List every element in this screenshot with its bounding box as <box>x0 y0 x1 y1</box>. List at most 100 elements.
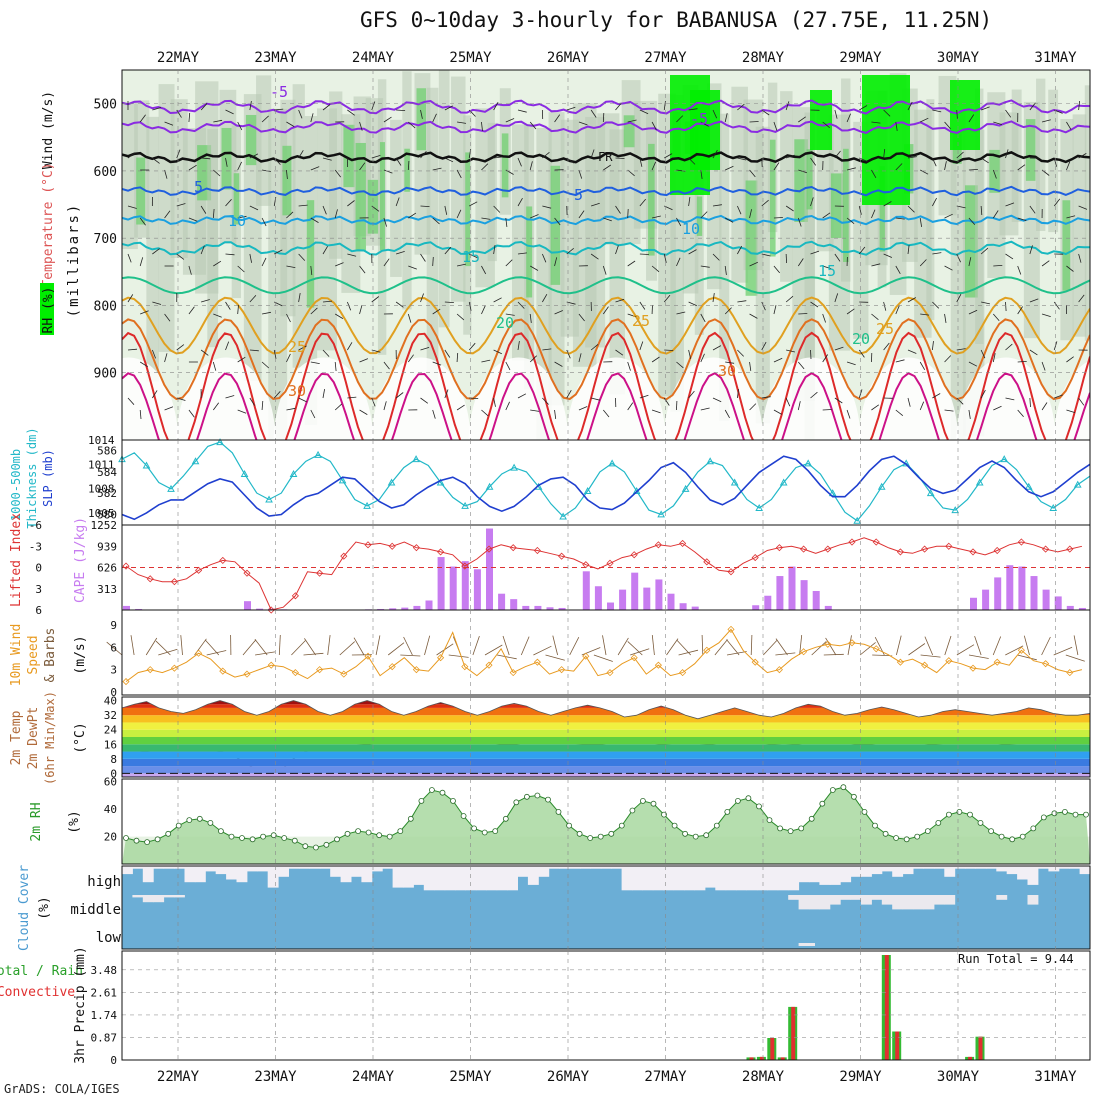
wind10m-barb <box>533 646 551 655</box>
rh2m-marker <box>313 845 318 850</box>
cloud-gap <box>684 866 695 890</box>
temp2m-tick: 16 <box>104 738 117 751</box>
rh2m-marker <box>883 831 888 836</box>
wind10m-barb <box>404 637 413 655</box>
cape-bar <box>474 569 481 610</box>
cloud-middle-bar <box>809 895 820 909</box>
temp2m-tick: 8 <box>110 753 117 766</box>
rh-band <box>780 91 792 282</box>
rh-band <box>926 99 934 320</box>
rh2m-marker <box>398 829 403 834</box>
temp2m-tick: 40 <box>104 695 117 708</box>
panel-frame <box>122 440 1090 525</box>
wind10m-barb <box>400 655 420 656</box>
temp-band <box>122 766 1090 773</box>
rh2m-marker <box>187 818 192 823</box>
cloud-middle-bar <box>819 895 830 909</box>
contour-label: 25 <box>876 320 894 338</box>
wind10m-barb <box>945 636 951 655</box>
cape-bar <box>1006 565 1013 610</box>
wind10m-barb <box>243 640 256 655</box>
cape-bar <box>583 571 590 610</box>
wind10m-barb <box>279 635 280 655</box>
rh-band-green <box>417 88 427 150</box>
cloud-gap <box>195 866 206 882</box>
cloud-gap <box>1028 866 1039 885</box>
wind10m-barb <box>304 653 324 655</box>
temp2m-label-2: 2m DewPt <box>26 707 41 770</box>
wind10m-barb <box>1066 655 1085 661</box>
contour-label: 15 <box>818 262 836 280</box>
precip-convective-bar <box>885 955 889 1060</box>
wind10m-barb <box>388 643 404 655</box>
date-label-top: 29MAY <box>839 50 882 66</box>
wind10m-barb <box>775 653 795 655</box>
cloud-gap <box>497 866 508 890</box>
cape-bar <box>776 576 783 610</box>
ua-temperature-label: Temperature (°C) <box>41 162 56 287</box>
rh2m-marker <box>968 812 973 817</box>
rh-band-green <box>843 149 849 262</box>
rh-band-green <box>770 140 776 257</box>
date-label-bottom: 27MAY <box>644 1069 687 1085</box>
rh2m-marker <box>957 809 962 814</box>
wind10m-label-3: & Barbs <box>43 628 58 683</box>
rh2m-marker <box>419 798 424 803</box>
contour-label: 15 <box>462 248 480 266</box>
wind-barb <box>628 209 629 218</box>
date-label-top: 30MAY <box>937 50 980 66</box>
precip-convective-bar <box>895 1032 899 1061</box>
rh2m-marker <box>788 829 793 834</box>
temp2m-label-1: 2m Temp <box>9 710 24 765</box>
cape-bar <box>655 579 662 610</box>
wind10m-barb <box>205 640 218 655</box>
rh2m-marker <box>556 809 561 814</box>
cloud-gap <box>778 866 789 890</box>
panel-frame <box>122 951 1090 1060</box>
wind10m-barb <box>652 635 654 655</box>
wind-barb <box>750 122 759 123</box>
wind10m-barb <box>824 654 844 655</box>
rh2m-marker <box>1052 811 1057 816</box>
cloud-low-bar <box>799 943 815 946</box>
rh2m-marker <box>619 823 624 828</box>
rh2m-marker <box>735 798 740 803</box>
rh-band <box>390 120 402 277</box>
rh2m-marker <box>978 820 983 825</box>
rh2m-marker <box>546 797 551 802</box>
wind10m-label-2: Speed <box>26 635 41 674</box>
wind10m-barb <box>751 635 752 655</box>
contour-label: FR <box>598 150 613 164</box>
cape-bar <box>994 577 1001 610</box>
ua-rh-label: RH (%) <box>41 287 56 334</box>
wind10m-barb <box>146 638 157 655</box>
wind10m-barb <box>776 639 788 655</box>
rh2m-marker <box>999 834 1004 839</box>
wind10m-barb <box>1054 647 1072 655</box>
cape-bar <box>619 590 626 610</box>
rh-band <box>329 91 342 258</box>
cloud-middle-bar <box>164 895 175 897</box>
cape-bar <box>413 606 420 610</box>
rh2m-marker <box>704 833 709 838</box>
cloud-gap <box>393 866 404 888</box>
rh2m-marker <box>451 798 456 803</box>
wind10m-barb <box>473 636 480 655</box>
contour-label: 10 <box>682 220 700 238</box>
cloud-gap <box>403 866 414 888</box>
cloud-gap <box>518 866 529 877</box>
rh2m-marker <box>746 796 751 801</box>
chart-title: GFS 0~10day 3-hourly for BABANUSA (27.75… <box>360 8 1095 32</box>
li-tick: -3 <box>29 540 42 553</box>
cloud-middle-bar <box>934 895 945 905</box>
date-label-top: 28MAY <box>742 50 785 66</box>
cloud-gap <box>507 866 518 890</box>
rh2m-area <box>122 787 1090 864</box>
rh-band-green <box>648 144 655 256</box>
panel-frame <box>122 610 1090 695</box>
date-label-bottom: 29MAY <box>839 1069 882 1085</box>
rh2m-marker <box>1073 812 1078 817</box>
cloud-middle-bar <box>871 895 882 900</box>
rh2m-marker <box>218 829 223 834</box>
cape-bar <box>486 529 493 610</box>
